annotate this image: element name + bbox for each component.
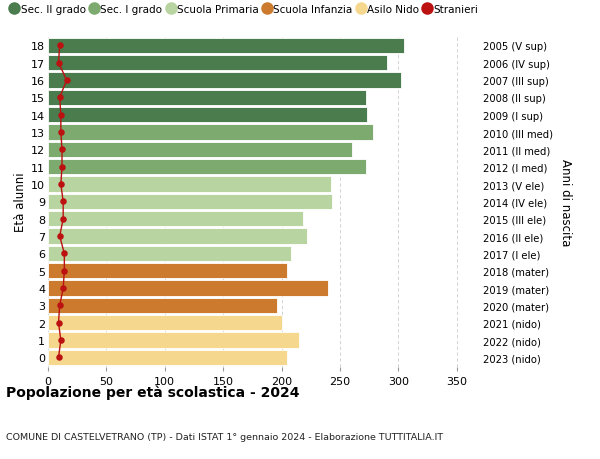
Y-axis label: Anni di nascita: Anni di nascita xyxy=(559,158,572,246)
Bar xyxy=(48,281,328,296)
Bar xyxy=(48,315,281,330)
Point xyxy=(57,164,67,171)
Point xyxy=(57,146,67,154)
Point xyxy=(55,302,64,309)
Bar xyxy=(48,56,386,71)
Text: COMUNE DI CASTELVETRANO (TP) - Dati ISTAT 1° gennaio 2024 - Elaborazione TUTTITA: COMUNE DI CASTELVETRANO (TP) - Dati ISTA… xyxy=(6,431,443,441)
Bar xyxy=(48,160,365,175)
Bar xyxy=(48,142,352,157)
Bar xyxy=(48,177,331,192)
Bar xyxy=(48,298,277,313)
Bar xyxy=(48,263,287,279)
Point xyxy=(56,337,65,344)
Text: Popolazione per età scolastica - 2024: Popolazione per età scolastica - 2024 xyxy=(6,385,299,399)
Bar xyxy=(48,333,299,348)
Point xyxy=(62,77,71,84)
Point xyxy=(56,112,65,119)
Point xyxy=(55,43,64,50)
Point xyxy=(54,60,64,67)
Point xyxy=(59,250,69,257)
Point xyxy=(58,198,68,206)
Bar xyxy=(48,350,287,365)
Y-axis label: Età alunni: Età alunni xyxy=(14,172,27,232)
Point xyxy=(56,129,65,136)
Bar xyxy=(48,39,404,54)
Point xyxy=(58,285,68,292)
Bar xyxy=(48,246,291,262)
Bar xyxy=(48,73,401,89)
Bar xyxy=(48,125,373,140)
Point xyxy=(59,268,69,275)
Point xyxy=(55,233,64,240)
Point xyxy=(56,181,65,188)
Legend: Sec. II grado, Sec. I grado, Scuola Primaria, Scuola Infanzia, Asilo Nido, Stran: Sec. II grado, Sec. I grado, Scuola Prim… xyxy=(11,5,478,15)
Bar xyxy=(48,108,367,123)
Point xyxy=(54,354,64,361)
Point xyxy=(54,319,64,327)
Point xyxy=(55,95,64,102)
Bar xyxy=(48,229,307,244)
Bar xyxy=(48,194,332,210)
Bar xyxy=(48,212,302,227)
Point xyxy=(58,216,68,223)
Bar xyxy=(48,90,365,106)
